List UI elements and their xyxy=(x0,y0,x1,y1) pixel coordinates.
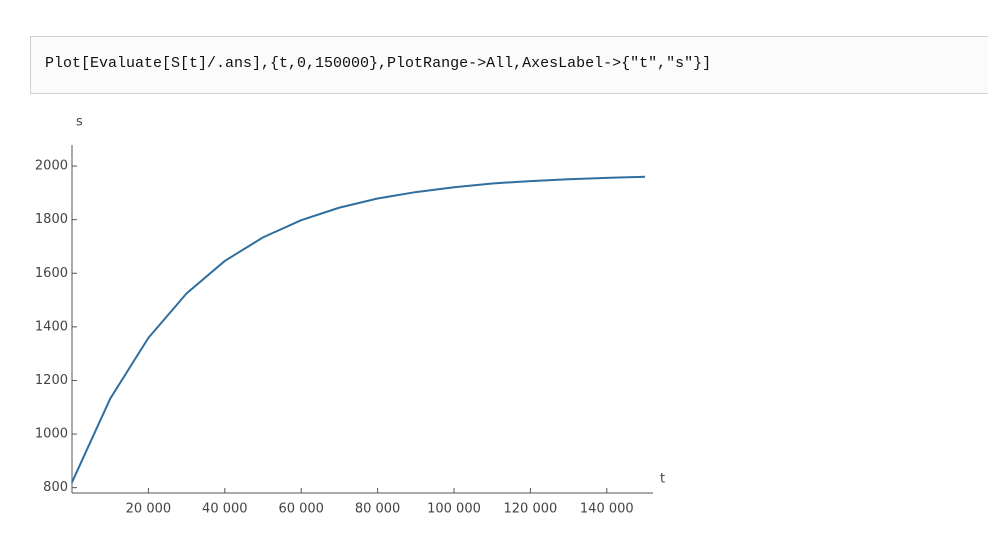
code-input[interactable]: Plot[Evaluate[S[t]/.ans],{t,0,150000},Pl… xyxy=(45,55,712,72)
y-axis-label: s xyxy=(76,115,83,130)
y-tick-label: 1600 xyxy=(35,266,68,281)
x-tick-label: 100 000 xyxy=(427,502,481,517)
y-tick-label: 1200 xyxy=(35,373,68,388)
y-tick-label: 2000 xyxy=(35,159,68,174)
y-tick-label: 1400 xyxy=(35,319,68,334)
x-tick-label: 40 000 xyxy=(202,502,248,517)
curve xyxy=(71,175,646,483)
y-tick-label: 1000 xyxy=(35,427,68,442)
y-tick-label: 800 xyxy=(43,480,68,495)
x-tick-label: 20 000 xyxy=(126,502,172,517)
input-cell[interactable]: Plot[Evaluate[S[t]/.ans],{t,0,150000},Pl… xyxy=(30,36,988,94)
x-tick-label: 60 000 xyxy=(278,502,324,517)
y-tick-label: 1800 xyxy=(35,212,68,227)
x-tick-label: 80 000 xyxy=(355,502,401,517)
x-axis-label: t xyxy=(660,472,665,487)
x-tick-label: 140 000 xyxy=(580,502,634,517)
x-tick-label: 120 000 xyxy=(504,502,558,517)
